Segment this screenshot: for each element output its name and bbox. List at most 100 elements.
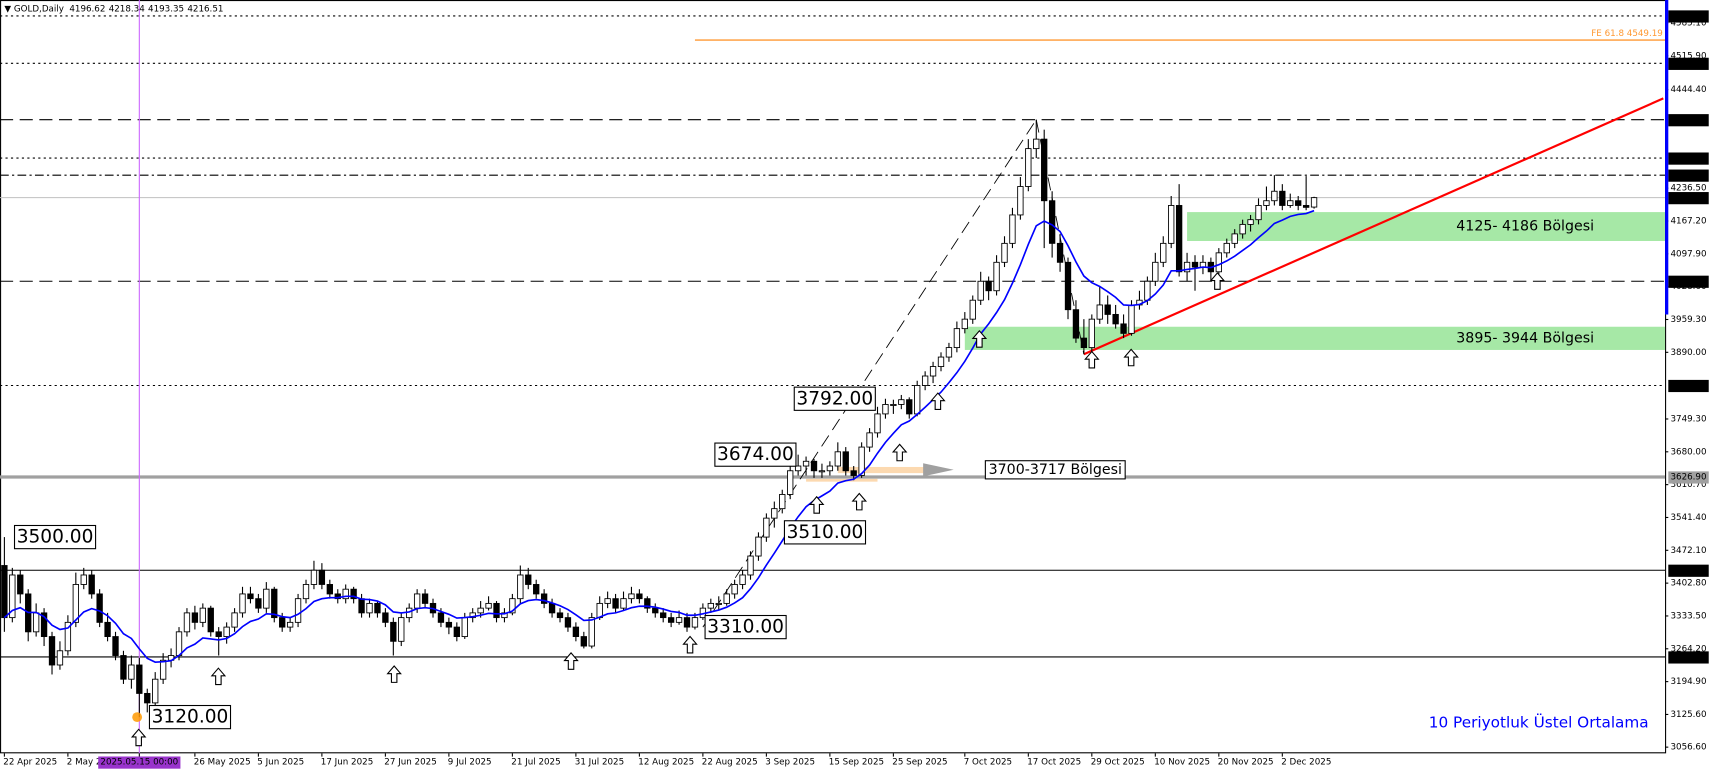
level-label-box (1668, 471, 1709, 484)
candle-body (1152, 261, 1159, 282)
y-tick-label: 4097.90 (1670, 249, 1706, 259)
candle-body (985, 280, 992, 292)
candle-body (525, 574, 532, 585)
level-label-box (1668, 379, 1709, 393)
candle-body (969, 299, 976, 320)
price-note: 3500.00 (17, 527, 94, 548)
candle-body (398, 617, 405, 642)
arrow-icon (971, 329, 988, 348)
price-note-box (793, 386, 876, 411)
candle-body (556, 612, 564, 619)
candle-body (302, 584, 310, 600)
candle-body (866, 432, 873, 448)
level-label: 4040.00 (1670, 277, 1706, 287)
level-label-box (1668, 564, 1709, 577)
candle-body (715, 602, 722, 605)
y-tick-label: 3472.10 (1670, 546, 1706, 556)
y-tick-label: 3056.60 (1670, 743, 1706, 753)
x-tick-label: 26 May 2025 (194, 758, 251, 768)
candle-body (1072, 309, 1080, 339)
candle-body (961, 318, 968, 330)
candle-body (461, 617, 468, 638)
arrow-icon (130, 728, 147, 747)
candle-body (32, 612, 40, 633)
candle-body (707, 602, 714, 609)
header-arrow: ▼ (4, 4, 13, 14)
candle-body (239, 593, 246, 614)
candle-body (469, 612, 476, 619)
level-label: 4264.00 (1670, 171, 1706, 181)
candle-body (1120, 323, 1127, 334)
price-note: 3510.00 (787, 522, 864, 543)
candle-body (1231, 233, 1238, 244)
candle-body (1191, 261, 1199, 268)
candle-body (128, 664, 135, 680)
candle-body (477, 607, 484, 614)
candle-body (207, 607, 214, 633)
candle-body (255, 598, 262, 609)
arrow-icon (563, 652, 579, 670)
candle-body (350, 588, 357, 600)
plot-frame (0, 0, 1667, 754)
candle-body (929, 366, 937, 377)
candle-body (620, 598, 627, 609)
candle-body (1295, 200, 1302, 206)
symbol: GOLD,Daily (14, 4, 64, 14)
x-tick-label: 27 Jun 2025 (384, 758, 436, 768)
candle-body (40, 612, 48, 638)
price-note-box (783, 520, 867, 545)
arrow-icon (1123, 348, 1139, 367)
level-label-box (1668, 10, 1709, 23)
close: 4216.51 (187, 4, 223, 14)
candle-body (1279, 190, 1286, 206)
candle-body (112, 636, 119, 656)
candle-body (1025, 148, 1032, 187)
arrow-icon (930, 392, 946, 410)
candle-body (1104, 304, 1111, 315)
candle-body (644, 598, 651, 609)
candle-body (691, 617, 699, 628)
fe-label: FE 61.8 4549.19 (1591, 29, 1663, 39)
price-note: 3310.00 (707, 617, 784, 638)
candle-body (104, 621, 111, 638)
zone (1187, 212, 1666, 241)
x-tick-label-highlight: 2025.05.15 00:00 (100, 758, 178, 768)
candle-body (787, 470, 794, 495)
arrow-icon (891, 443, 908, 462)
arrow-icon (386, 665, 402, 683)
candle-body (771, 508, 778, 519)
x-tick-label-highlight-box (98, 756, 181, 769)
candle-body (1175, 205, 1183, 273)
candle-body (612, 598, 619, 609)
candle-body (1247, 219, 1254, 225)
price-note-box (148, 704, 232, 730)
candle-body (64, 621, 72, 652)
candle-body (660, 612, 667, 619)
candle-body (977, 280, 984, 301)
candle-body (882, 403, 889, 415)
candle-body (731, 584, 738, 595)
candle-body (382, 612, 389, 623)
level-label: 4216.51 (1670, 193, 1706, 203)
zone-note-box (984, 460, 1126, 480)
y-tick-label: 3541.40 (1670, 513, 1706, 523)
candle-body (921, 375, 929, 386)
candle-body (509, 598, 516, 614)
candle-body (739, 574, 746, 585)
zone-label: 4125- 4186 Bölgesi (1456, 219, 1594, 235)
candles (1, 119, 1318, 718)
price-note-box (714, 442, 797, 467)
candle-body (366, 602, 373, 614)
y-tick-label: 4236.50 (1670, 184, 1706, 194)
candle-body (342, 588, 349, 600)
candle-body (1096, 304, 1103, 320)
candle-body (88, 574, 95, 595)
level-label-box (1668, 169, 1709, 182)
candle-body (755, 536, 762, 557)
candle-body (675, 617, 683, 623)
y-tick-label: 3890.00 (1670, 348, 1706, 358)
open: 4196.62 (69, 4, 105, 14)
y-tick-label: 4444.40 (1670, 85, 1706, 95)
level-label: 4500.00 (1670, 59, 1706, 69)
